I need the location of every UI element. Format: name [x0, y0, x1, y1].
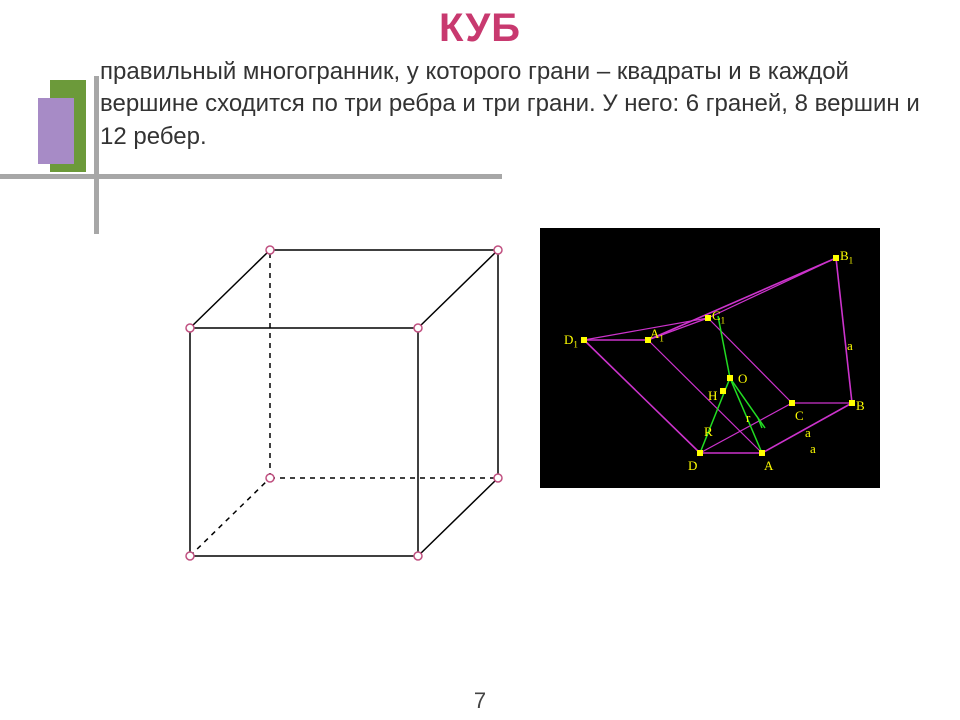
vertex-label: B [856, 398, 865, 414]
vertex-label: B1 [840, 248, 853, 266]
vertex-label: C1 [712, 308, 725, 326]
vertex-label: a [847, 338, 853, 354]
decor-horizontal-line [0, 174, 502, 179]
vertex-label: A1 [650, 326, 664, 344]
decor-purple-block [38, 98, 74, 164]
vertex-label: O [738, 371, 747, 387]
slide-description: правильный многогранник, у которого гран… [100, 56, 920, 153]
cube-diagram-labeled: DABCD1A1B1C1OHRraaa [540, 228, 880, 488]
vertex-label: R [704, 424, 713, 440]
vertex-label: a [805, 425, 811, 441]
vertex-label: D1 [564, 332, 578, 350]
vertex-label: a [810, 441, 816, 457]
vertex-label: r [746, 410, 750, 426]
slide-title: КУБ [0, 6, 960, 51]
vertex-label: H [708, 388, 717, 404]
vertex-label: C [795, 408, 804, 424]
decor-vertical-line [94, 76, 99, 234]
cube-diagram-wireframe [150, 220, 510, 600]
vertex-label: D [688, 458, 697, 474]
page-number: 7 [0, 688, 960, 714]
vertex-label: A [764, 458, 773, 474]
